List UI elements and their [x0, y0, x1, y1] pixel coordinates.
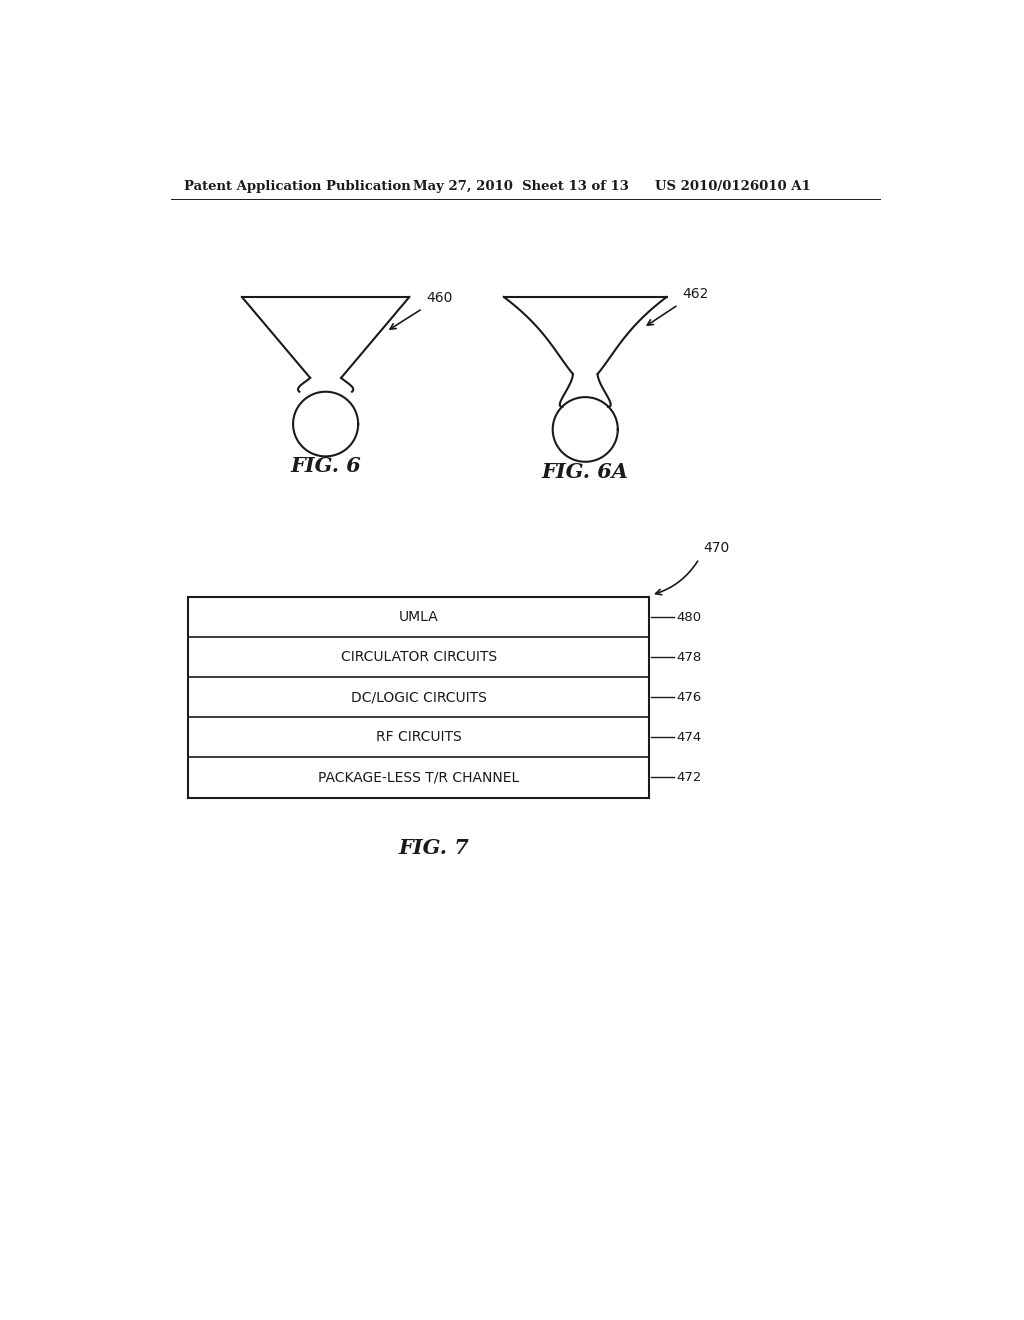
Text: FIG. 6A: FIG. 6A	[542, 462, 629, 482]
Text: 462: 462	[682, 286, 709, 301]
Text: 480: 480	[677, 611, 701, 624]
Text: RF CIRCUITS: RF CIRCUITS	[376, 730, 462, 744]
Text: PACKAGE-LESS T/R CHANNEL: PACKAGE-LESS T/R CHANNEL	[318, 771, 519, 784]
Text: May 27, 2010  Sheet 13 of 13: May 27, 2010 Sheet 13 of 13	[414, 181, 629, 194]
Text: DC/LOGIC CIRCUITS: DC/LOGIC CIRCUITS	[350, 690, 486, 705]
Text: 470: 470	[703, 541, 729, 554]
Text: CIRCULATOR CIRCUITS: CIRCULATOR CIRCUITS	[341, 651, 497, 664]
Text: 472: 472	[677, 771, 702, 784]
Text: US 2010/0126010 A1: US 2010/0126010 A1	[655, 181, 811, 194]
Text: 478: 478	[677, 651, 701, 664]
Text: 474: 474	[677, 731, 701, 744]
Bar	[188, 597, 649, 797]
Text: Patent Application Publication: Patent Application Publication	[183, 181, 411, 194]
Text: FIG. 6: FIG. 6	[290, 457, 361, 477]
Text: 460: 460	[426, 290, 453, 305]
Text: 476: 476	[677, 690, 701, 704]
Text: FIG. 7: FIG. 7	[398, 838, 469, 858]
Text: UMLA: UMLA	[398, 610, 438, 624]
